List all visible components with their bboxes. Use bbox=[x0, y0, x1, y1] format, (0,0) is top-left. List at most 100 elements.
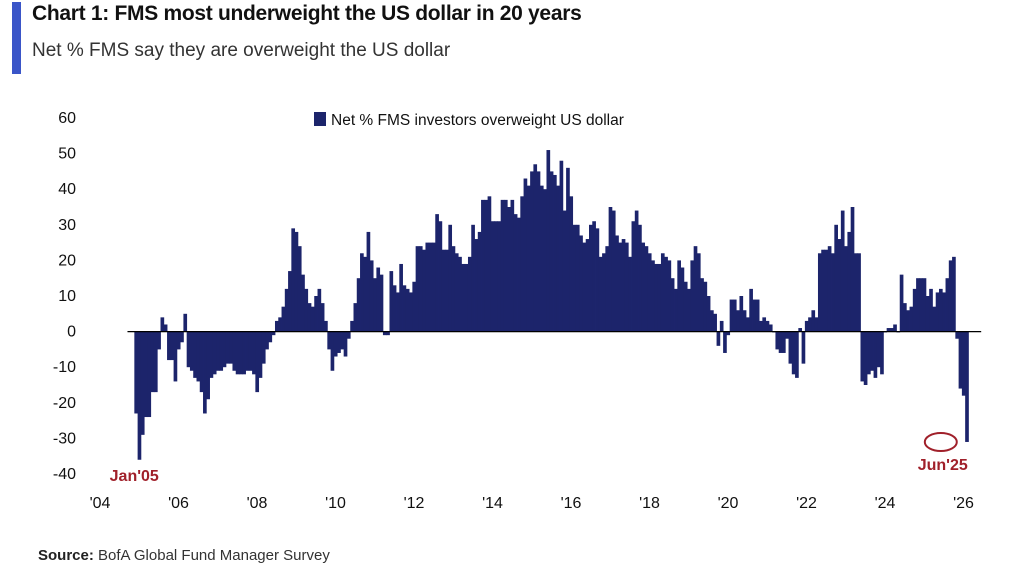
bar bbox=[867, 331, 871, 375]
bar bbox=[677, 260, 681, 332]
bar bbox=[631, 221, 636, 332]
bar bbox=[585, 239, 590, 332]
bar bbox=[608, 207, 613, 332]
bar bbox=[389, 271, 394, 332]
bar bbox=[510, 199, 515, 332]
bar bbox=[360, 253, 364, 332]
x-tick-label: '24 bbox=[875, 495, 896, 512]
bar bbox=[834, 224, 838, 332]
bar bbox=[373, 278, 377, 332]
bar bbox=[621, 239, 626, 332]
bar bbox=[467, 256, 472, 332]
x-tick-label: '16 bbox=[561, 495, 582, 512]
bar bbox=[880, 331, 884, 375]
bar bbox=[674, 288, 678, 332]
bar bbox=[304, 288, 309, 332]
bar bbox=[157, 331, 161, 350]
bar bbox=[553, 174, 557, 332]
bar bbox=[906, 310, 910, 332]
bar bbox=[651, 260, 655, 332]
bar bbox=[700, 278, 704, 332]
bar bbox=[530, 171, 534, 332]
bar bbox=[716, 331, 721, 346]
bar bbox=[831, 253, 835, 332]
bar bbox=[965, 331, 969, 442]
bar bbox=[134, 331, 139, 414]
bar bbox=[517, 217, 521, 332]
annotation-circle bbox=[923, 432, 958, 452]
bar bbox=[713, 313, 717, 332]
bar bbox=[310, 306, 315, 332]
bar bbox=[337, 331, 341, 353]
bar bbox=[893, 324, 897, 332]
y-tick-label: 40 bbox=[58, 181, 76, 198]
bar bbox=[726, 331, 731, 336]
bar bbox=[817, 253, 822, 332]
bar bbox=[935, 292, 940, 332]
bar bbox=[932, 306, 937, 332]
bar bbox=[180, 331, 184, 343]
bar bbox=[624, 242, 629, 332]
bar bbox=[320, 303, 325, 332]
bar bbox=[369, 260, 374, 332]
bar bbox=[909, 306, 914, 332]
x-tick-label: '18 bbox=[639, 495, 660, 512]
y-tick-label: 50 bbox=[58, 146, 76, 163]
source-note: Source: BofA Global Fund Manager Survey bbox=[38, 547, 330, 564]
bar bbox=[461, 263, 466, 332]
bar bbox=[330, 331, 335, 371]
bar bbox=[216, 331, 220, 371]
bar bbox=[746, 317, 750, 332]
bar bbox=[736, 310, 740, 332]
bar bbox=[664, 256, 668, 332]
bar bbox=[870, 331, 874, 371]
x-tick-label: '14 bbox=[482, 495, 503, 512]
bar bbox=[873, 331, 878, 378]
y-tick-label: 10 bbox=[58, 288, 76, 305]
bar bbox=[641, 242, 646, 332]
bar bbox=[219, 331, 224, 371]
bar bbox=[546, 150, 551, 332]
bar bbox=[690, 260, 695, 332]
bar bbox=[265, 331, 269, 350]
bar bbox=[938, 288, 943, 332]
bar bbox=[768, 324, 773, 332]
bar bbox=[644, 246, 649, 332]
bar-chart: 60 50 40 30 20 10 0 -10 -20 -30 -40 '04 '06 '08 '10 '1… bbox=[53, 110, 982, 512]
bar bbox=[278, 317, 282, 332]
bar bbox=[454, 253, 459, 332]
bar bbox=[477, 231, 482, 332]
bar bbox=[667, 260, 672, 332]
bar bbox=[232, 331, 237, 371]
bar bbox=[507, 207, 511, 332]
bar bbox=[147, 331, 152, 418]
bar bbox=[732, 299, 737, 332]
bar bbox=[199, 331, 204, 393]
bar bbox=[919, 278, 924, 332]
bar bbox=[723, 331, 727, 353]
bar bbox=[605, 246, 610, 332]
bar bbox=[412, 281, 417, 332]
bar bbox=[301, 274, 305, 332]
bar bbox=[271, 331, 276, 336]
bar bbox=[922, 278, 927, 332]
bar bbox=[261, 331, 266, 364]
bar bbox=[696, 253, 701, 332]
bar bbox=[634, 210, 639, 332]
bar bbox=[628, 256, 632, 332]
bar bbox=[490, 221, 495, 332]
bar bbox=[925, 296, 930, 332]
bar bbox=[579, 235, 583, 332]
bar bbox=[683, 281, 688, 332]
legend-label: Net % FMS investors overweight US dollar bbox=[331, 112, 624, 129]
x-tick-label: '04 bbox=[90, 495, 111, 512]
bar bbox=[435, 214, 439, 332]
bar bbox=[804, 320, 809, 332]
bar bbox=[170, 331, 174, 361]
bar bbox=[137, 331, 142, 460]
y-tick-label: 30 bbox=[58, 217, 76, 234]
bar bbox=[399, 263, 403, 332]
bar bbox=[494, 221, 498, 332]
source-text: BofA Global Fund Manager Survey bbox=[98, 547, 330, 564]
bar bbox=[765, 320, 770, 332]
